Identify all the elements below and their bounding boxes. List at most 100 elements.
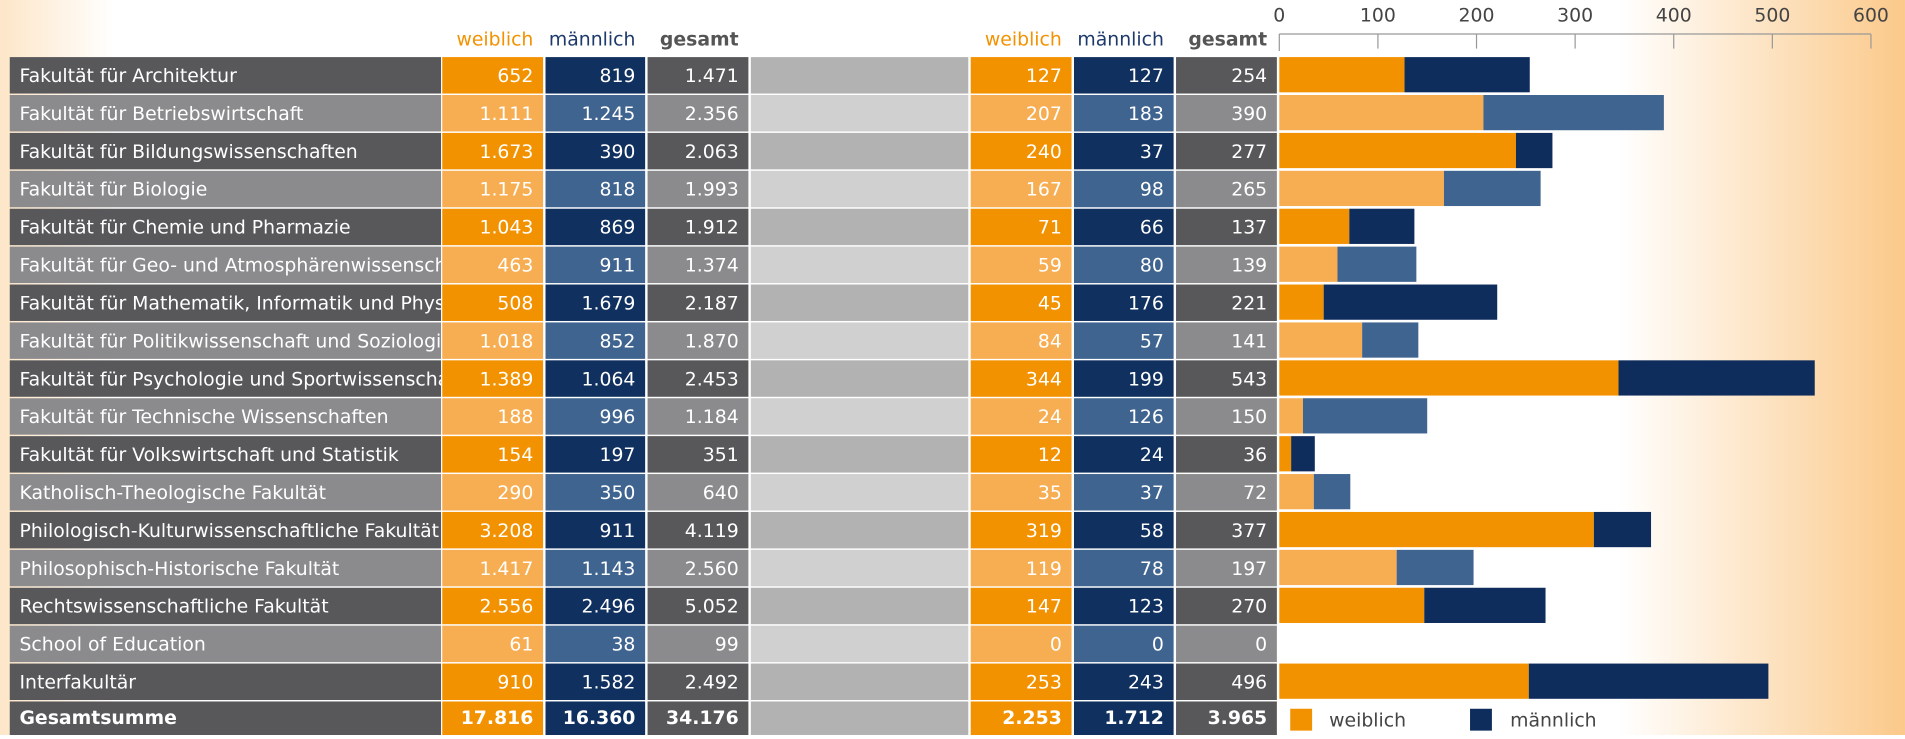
total-value: 2.253 bbox=[1002, 708, 1062, 729]
cell-value: 197 bbox=[1231, 559, 1267, 580]
row-name-cell bbox=[9, 57, 442, 94]
row-name: Interfakultär bbox=[19, 673, 136, 694]
bar bbox=[1313, 474, 1351, 510]
cell-value: 154 bbox=[497, 445, 533, 466]
cell bbox=[1176, 132, 1277, 170]
cell-value: 277 bbox=[1231, 142, 1267, 163]
cell-value: 1.389 bbox=[479, 369, 533, 390]
row-name: School of Education bbox=[19, 635, 205, 656]
cell-value: 319 bbox=[1026, 521, 1062, 542]
cell-value: 183 bbox=[1128, 104, 1164, 125]
cell bbox=[442, 284, 544, 321]
bar bbox=[1424, 587, 1546, 623]
cell bbox=[647, 511, 749, 549]
cell bbox=[545, 322, 646, 359]
cell bbox=[1073, 436, 1174, 473]
row-name: Fakultät für Volkswirtschaft und Statist… bbox=[19, 445, 398, 466]
cell bbox=[647, 360, 749, 397]
cell-value: 71 bbox=[1038, 218, 1062, 239]
cell bbox=[1176, 436, 1277, 473]
row-name: Philologisch-Kulturwissenschaftliche Fak… bbox=[19, 521, 439, 542]
gap-cell bbox=[750, 322, 969, 359]
x-tick-label: 600 bbox=[1853, 5, 1889, 26]
column-header: männlich bbox=[1077, 30, 1164, 51]
cell bbox=[545, 625, 646, 663]
row-name: Fakultät für Mathematik, Informatik und … bbox=[19, 293, 460, 314]
row-name: Fakultät für Psychologie und Sportwissen… bbox=[19, 369, 462, 390]
bar bbox=[1279, 360, 1619, 396]
gap-cell bbox=[750, 511, 969, 549]
cell-value: 240 bbox=[1026, 142, 1062, 163]
bar bbox=[1349, 208, 1415, 244]
cell-value: 2.063 bbox=[685, 142, 739, 163]
bar bbox=[1279, 246, 1338, 282]
total-value: 17.816 bbox=[461, 708, 534, 729]
cell-value: 377 bbox=[1231, 521, 1267, 542]
cell-value: 57 bbox=[1140, 331, 1164, 352]
cell-value: 350 bbox=[599, 483, 635, 504]
cell-value: 37 bbox=[1140, 142, 1164, 163]
row-name: Fakultät für Bildungswissenschaften bbox=[19, 142, 357, 163]
cell-value: 1.245 bbox=[582, 104, 636, 125]
bar bbox=[1279, 549, 1397, 586]
gap-cell bbox=[750, 701, 969, 735]
cell bbox=[970, 95, 1072, 132]
total-cell bbox=[1176, 701, 1277, 735]
cell bbox=[1073, 360, 1174, 397]
bar bbox=[1279, 663, 1529, 699]
cell-value: 290 bbox=[497, 483, 533, 504]
cell bbox=[647, 170, 749, 208]
cell bbox=[1073, 208, 1174, 246]
gap-cell bbox=[750, 625, 969, 663]
cell bbox=[1073, 398, 1174, 435]
cell bbox=[545, 398, 646, 435]
cell bbox=[647, 625, 749, 663]
gap-cell bbox=[750, 474, 969, 511]
cell-value: 463 bbox=[497, 256, 533, 277]
cell bbox=[647, 322, 749, 359]
cell bbox=[545, 549, 646, 587]
bar bbox=[1279, 284, 1324, 320]
cell-value: 167 bbox=[1026, 180, 1062, 201]
cell-value: 4.119 bbox=[685, 521, 739, 542]
row-name: Fakultät für Betriebswirtschaft bbox=[19, 104, 303, 125]
cell bbox=[970, 284, 1072, 321]
total-name-cell bbox=[9, 701, 442, 735]
cell bbox=[647, 284, 749, 321]
cell bbox=[545, 511, 646, 549]
cell bbox=[1176, 360, 1277, 397]
cell bbox=[545, 436, 646, 473]
cell-value: 911 bbox=[599, 521, 635, 542]
cell bbox=[1176, 284, 1277, 321]
cell bbox=[442, 57, 544, 94]
total-cell bbox=[1073, 701, 1174, 735]
total-label: Gesamtsumme bbox=[19, 708, 176, 729]
cell bbox=[970, 587, 1072, 625]
cell-value: 12 bbox=[1038, 445, 1062, 466]
gap-cell bbox=[750, 57, 969, 94]
cell bbox=[545, 95, 646, 132]
bar bbox=[1515, 132, 1553, 169]
cell-value: 869 bbox=[599, 218, 635, 239]
row-name-cell bbox=[9, 322, 442, 359]
cell bbox=[442, 322, 544, 359]
row-name: Fakultät für Politikwissenschaft und Soz… bbox=[19, 331, 452, 352]
x-tick-label: 100 bbox=[1360, 5, 1396, 26]
cell-value: 1.184 bbox=[685, 407, 739, 428]
cell bbox=[545, 474, 646, 511]
cell-value: 99 bbox=[715, 635, 739, 656]
cell-value: 1.471 bbox=[685, 66, 739, 87]
row-name-cell bbox=[9, 587, 442, 625]
row-name: Fakultät für Biologie bbox=[19, 180, 207, 201]
cell bbox=[442, 170, 544, 208]
cell-value: 496 bbox=[1231, 673, 1267, 694]
cell-value: 270 bbox=[1231, 597, 1267, 618]
cell-value: 58 bbox=[1140, 521, 1164, 542]
cell bbox=[1073, 549, 1174, 587]
cell-value: 24 bbox=[1140, 445, 1164, 466]
gap-cell bbox=[750, 95, 969, 132]
cell-value: 243 bbox=[1128, 673, 1164, 694]
cell-value: 72 bbox=[1243, 483, 1267, 504]
gap-cell bbox=[750, 132, 969, 170]
bar bbox=[1404, 57, 1530, 93]
